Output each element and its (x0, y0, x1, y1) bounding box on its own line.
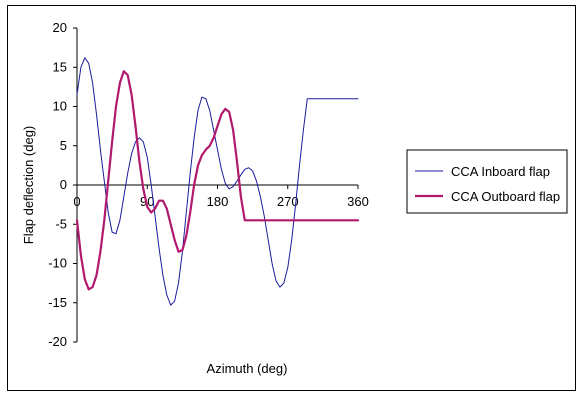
x-axis-title: Azimuth (deg) (207, 361, 288, 376)
series-layer (75, 57, 360, 306)
legend-box (406, 149, 568, 214)
y-tick-label: -20 (48, 334, 67, 349)
legend: CCA Inboard flap CCA Outboard flap (406, 149, 568, 214)
y-tick-label: -15 (48, 295, 67, 310)
y-tick-label: 5 (60, 138, 67, 153)
y-tick-label: 10 (53, 99, 67, 114)
series-line-outboard-flap (75, 70, 360, 291)
x-tick-label: 270 (277, 194, 299, 209)
y-tick-labels: 20 15 10 5 0 -5 -10 -15 -20 (48, 20, 67, 349)
y-tick-label: -5 (55, 216, 67, 231)
legend-label-inboard-flap: CCA Inboard flap (451, 164, 550, 179)
y-tick-label: -10 (48, 256, 67, 271)
x-tick-label: 90 (140, 194, 154, 209)
y-tick-label: 20 (53, 20, 67, 35)
x-tick-label: 0 (73, 194, 80, 209)
y-tick-label: 15 (53, 59, 67, 74)
axes (73, 27, 359, 343)
x-tick-label: 360 (347, 194, 369, 209)
series-line-inboard-flap (76, 57, 359, 306)
y-axis-title: Flap deflection (deg) (21, 126, 36, 245)
x-tick-labels: 0 90 180 270 360 (73, 194, 368, 209)
y-tick-label: 0 (60, 177, 67, 192)
x-tick-label: 180 (207, 194, 229, 209)
legend-label-outboard-flap: CCA Outboard flap (451, 189, 560, 204)
